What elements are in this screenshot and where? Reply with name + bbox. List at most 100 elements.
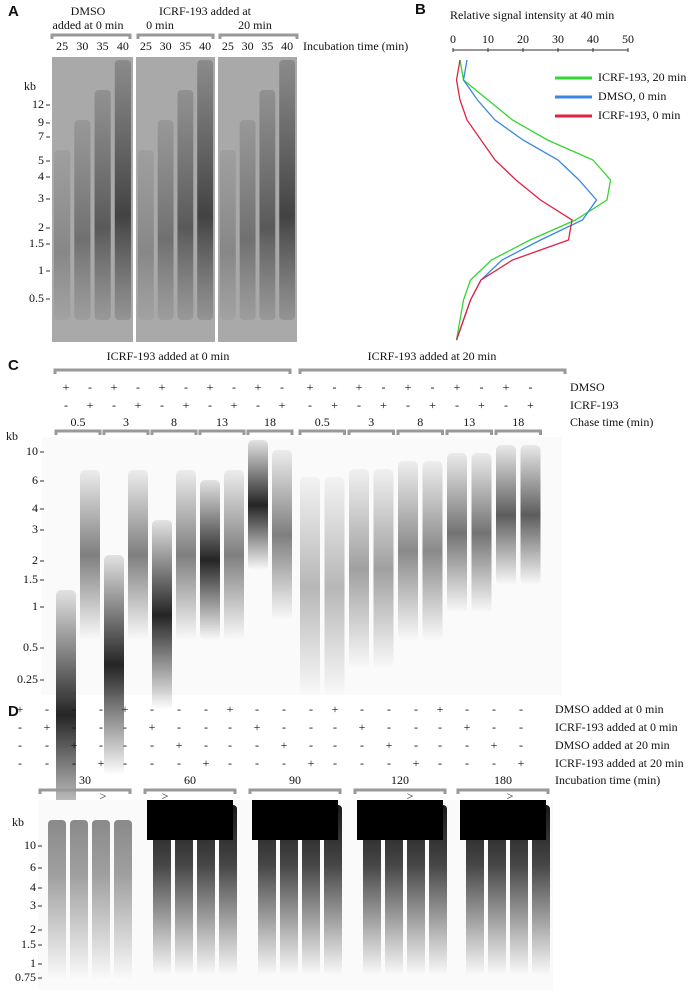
sign: - — [333, 720, 337, 734]
time-label: 90 — [289, 773, 301, 787]
sign: + — [98, 756, 105, 770]
lane-smear — [272, 450, 292, 620]
sign: - — [308, 398, 312, 412]
chase-label: 0.5 — [315, 415, 330, 429]
bracket — [494, 429, 542, 435]
x-tick-label: 30 — [552, 32, 564, 46]
sign: + — [464, 720, 471, 734]
sign: + — [203, 756, 210, 770]
sign: - — [177, 756, 181, 770]
sign: + — [183, 398, 190, 412]
sign: + — [478, 398, 485, 412]
lane-smear — [324, 477, 345, 697]
bracket — [38, 788, 132, 794]
sign: - — [492, 720, 496, 734]
sign: - — [150, 702, 154, 716]
time-label: 180 — [494, 773, 512, 787]
panel-label: C — [8, 357, 19, 374]
size-marker: 5 — [38, 153, 44, 167]
lane-label: 30 — [76, 39, 88, 53]
sign: - — [333, 756, 337, 770]
lane-smear — [324, 805, 342, 975]
bracket — [53, 368, 292, 374]
lane-smear — [239, 120, 256, 320]
lane-smear — [219, 150, 236, 320]
sign: - — [64, 398, 68, 412]
sign: + — [429, 398, 436, 412]
sign: - — [480, 380, 484, 394]
sign: - — [45, 702, 49, 716]
lane-label: 30 — [160, 39, 172, 53]
sign: - — [438, 756, 442, 770]
size-marker: 2 — [32, 553, 38, 567]
lane-label: 25 — [222, 39, 234, 53]
x-tick-label: 0 — [450, 32, 456, 46]
sign: + — [405, 380, 412, 394]
chase-label: 13 — [216, 415, 228, 429]
sign: - — [99, 702, 103, 716]
lane-smear — [219, 805, 237, 975]
chase-label: 8 — [171, 415, 177, 429]
sign: - — [255, 756, 259, 770]
chase-label: 8 — [417, 415, 423, 429]
size-marker: 7 — [38, 129, 44, 143]
sign: - — [519, 720, 523, 734]
sign: + — [527, 398, 534, 412]
chart-title: Relative signal intensity at 40 min — [450, 8, 614, 22]
bracket — [102, 429, 150, 435]
kb-label: kb — [6, 429, 18, 443]
lane-smear — [114, 820, 132, 980]
sign: + — [17, 702, 24, 716]
sign: - — [45, 756, 49, 770]
arrow-marker: > — [407, 789, 414, 803]
x-tick-label: 20 — [517, 32, 529, 46]
lane-smear — [224, 470, 244, 640]
sign: + — [111, 380, 118, 394]
size-marker: 6 — [30, 860, 36, 874]
lane-label: 40 — [117, 39, 129, 53]
bracket — [445, 429, 493, 435]
sign: - — [255, 702, 259, 716]
legend-label: ICRF-193, 20 min — [598, 70, 686, 84]
x-tick-label: 10 — [482, 32, 494, 46]
sign: + — [227, 702, 234, 716]
size-marker: 6 — [32, 473, 38, 487]
sign: - — [504, 398, 508, 412]
lane-smear — [137, 150, 154, 320]
sign: - — [255, 738, 259, 752]
arrow-marker: > — [162, 789, 169, 803]
lane-smear — [157, 120, 174, 320]
sign: + — [231, 398, 238, 412]
lane-label: 40 — [199, 39, 211, 53]
lane-smear — [429, 805, 447, 975]
bracket — [218, 33, 299, 39]
sign: - — [414, 720, 418, 734]
time-label: 120 — [391, 773, 409, 787]
sign: - — [123, 756, 127, 770]
lane-smear — [520, 445, 541, 585]
row-label: ICRF-193 added at 0 min — [555, 720, 678, 734]
bracket — [298, 429, 346, 435]
sign: - — [18, 738, 22, 752]
lane-smear — [349, 469, 369, 669]
sign: - — [357, 398, 361, 412]
sign: - — [18, 720, 22, 734]
sign: + — [71, 738, 78, 752]
sign: - — [72, 720, 76, 734]
lane-smear — [54, 150, 71, 320]
size-marker: 1.5 — [21, 937, 36, 951]
sign: + — [122, 702, 129, 716]
size-marker: 3 — [38, 191, 44, 205]
size-marker: 10 — [24, 838, 36, 852]
size-marker: 0.5 — [23, 640, 38, 654]
chase-label: 3 — [368, 415, 374, 429]
lane-label: 40 — [281, 39, 293, 53]
sign: - — [228, 738, 232, 752]
chase-label: 18 — [512, 415, 524, 429]
group-header: added at 0 min — [53, 18, 124, 32]
sign: - — [529, 380, 533, 394]
sign: + — [308, 756, 315, 770]
sign: - — [99, 738, 103, 752]
sign: - — [45, 738, 49, 752]
row-label: DMSO added at 0 min — [555, 702, 664, 716]
